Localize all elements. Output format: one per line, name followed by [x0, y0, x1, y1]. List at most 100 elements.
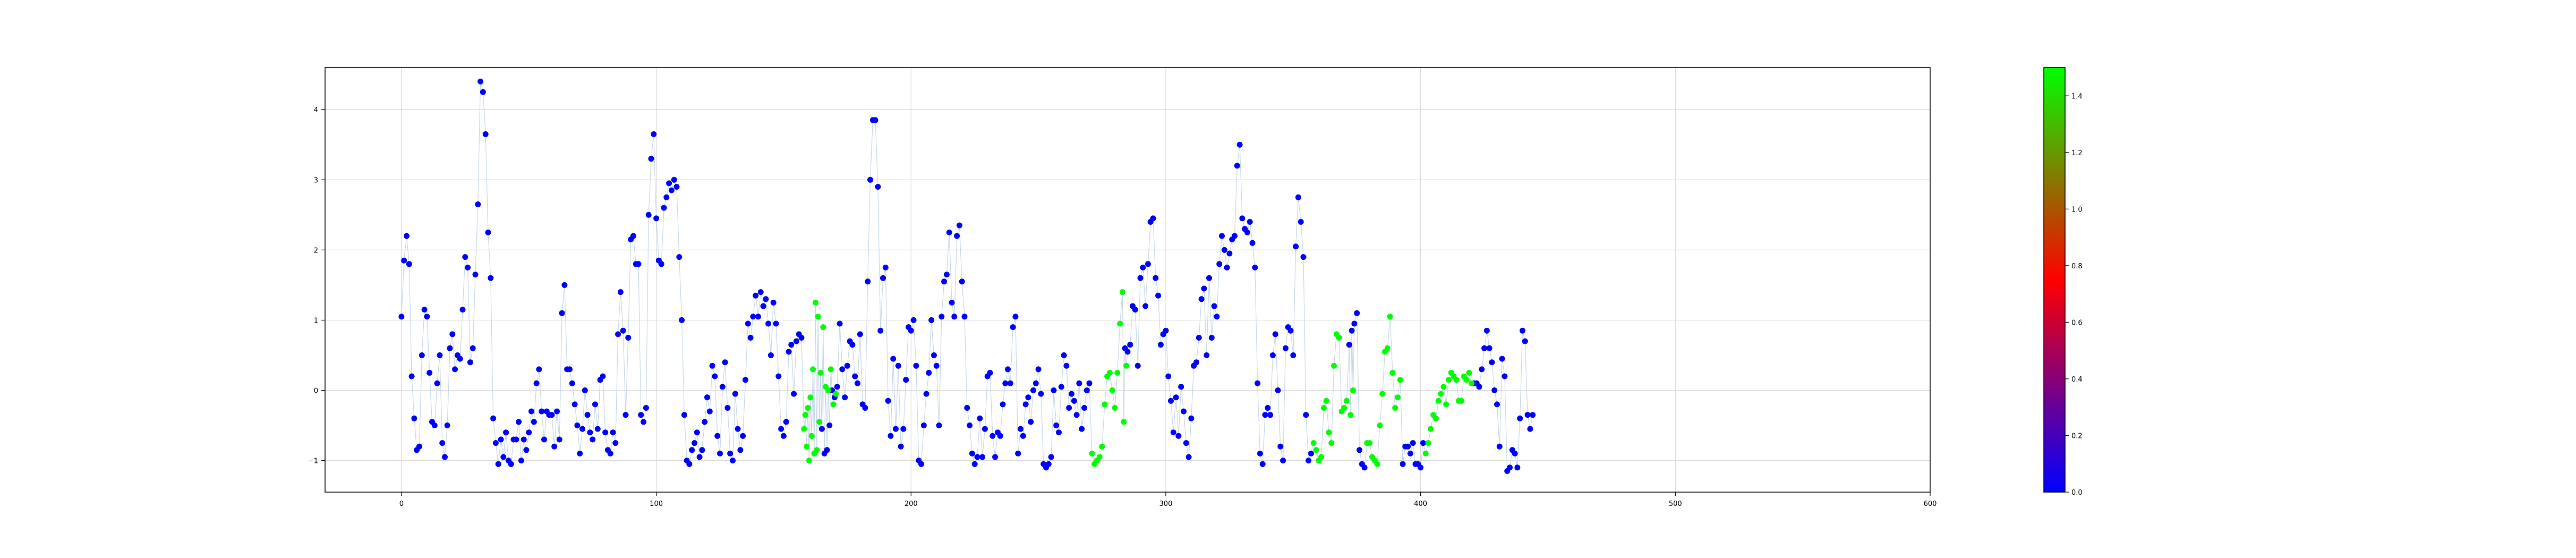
- data-point: [1259, 461, 1266, 467]
- data-point: [1397, 377, 1403, 383]
- data-point: [793, 338, 799, 344]
- data-point: [539, 408, 545, 415]
- data-point: [610, 429, 616, 436]
- data-point: [802, 412, 808, 418]
- data-point: [834, 384, 840, 390]
- data-point: [1476, 384, 1482, 390]
- data-point: [1410, 440, 1416, 446]
- data-point: [900, 426, 907, 432]
- data-point: [1239, 215, 1246, 222]
- data-point: [908, 327, 914, 334]
- data-point: [676, 254, 683, 260]
- data-point: [1216, 261, 1223, 267]
- data-point: [820, 324, 826, 331]
- data-point: [1106, 370, 1113, 376]
- data-point: [745, 320, 751, 327]
- data-point: [1163, 327, 1169, 334]
- colorbar: 0.0 0.2 0.4 0.6 0.8 1.0 1.2 1.4: [2043, 67, 2083, 497]
- data-point: [536, 366, 542, 373]
- data-point: [559, 310, 565, 316]
- data-point: [760, 303, 766, 309]
- data-point: [867, 176, 873, 183]
- data-point: [495, 461, 501, 467]
- data-point: [806, 458, 812, 464]
- data-point: [503, 429, 509, 436]
- data-point: [1206, 275, 1212, 281]
- data-point: [1257, 450, 1263, 456]
- data-point: [1255, 380, 1261, 386]
- data-point: [1453, 377, 1460, 383]
- colorbar-tick-label: 1.2: [2071, 149, 2083, 157]
- data-point: [556, 436, 562, 443]
- data-point: [826, 422, 833, 428]
- data-point: [1063, 362, 1070, 369]
- data-point: [1384, 345, 1391, 351]
- data-point: [1045, 461, 1052, 467]
- data-point: [740, 433, 746, 439]
- data-point: [617, 289, 624, 295]
- data-point: [910, 317, 917, 323]
- colorbar-tick-label: 0.6: [2071, 319, 2083, 327]
- data-point: [612, 440, 619, 446]
- data-point: [1069, 391, 1074, 397]
- data-point: [810, 366, 816, 373]
- data-point: [620, 327, 626, 334]
- data-point: [587, 429, 593, 436]
- data-point: [482, 131, 489, 137]
- data-point: [699, 447, 705, 453]
- data-point: [842, 394, 848, 401]
- data-point: [1038, 391, 1044, 397]
- data-point: [786, 349, 792, 355]
- data-point: [1204, 352, 1210, 358]
- data-point: [1142, 303, 1149, 309]
- data-point: [1392, 405, 1398, 411]
- data-point: [1208, 335, 1215, 341]
- data-point: [961, 314, 968, 320]
- data-point: [523, 447, 530, 453]
- data-point: [528, 408, 534, 415]
- data-point: [1400, 461, 1406, 467]
- data-point: [1170, 429, 1176, 436]
- data-point: [1025, 394, 1031, 401]
- data-point: [1056, 429, 1062, 436]
- data-point: [419, 352, 425, 358]
- data-point: [825, 387, 831, 393]
- data-point: [1522, 338, 1528, 344]
- data-point: [719, 384, 726, 390]
- data-point: [992, 454, 999, 460]
- data-point: [477, 78, 484, 84]
- data-point: [852, 373, 858, 379]
- data-point: [1379, 391, 1386, 397]
- data-point: [661, 205, 667, 211]
- data-point: [679, 317, 685, 323]
- data-point: [648, 156, 654, 162]
- data-point: [1018, 426, 1023, 432]
- data-point: [849, 342, 856, 348]
- data-point: [574, 422, 581, 428]
- data-point: [865, 278, 871, 285]
- data-point: [724, 405, 731, 411]
- data-point: [1438, 391, 1444, 397]
- data-point: [895, 362, 901, 369]
- data-point: [1524, 412, 1531, 418]
- data-point: [1102, 401, 1108, 408]
- data-point: [533, 380, 540, 386]
- y-tick-label: 2: [314, 247, 318, 255]
- data-point: [671, 176, 677, 183]
- series-line: [401, 81, 1533, 472]
- data-point: [1096, 454, 1103, 460]
- data-point: [1185, 454, 1192, 460]
- data-point: [1443, 401, 1449, 408]
- data-point: [763, 296, 769, 302]
- data-point: [1249, 240, 1256, 246]
- data-point: [643, 405, 649, 411]
- data-point: [602, 429, 609, 436]
- data-point: [807, 394, 814, 401]
- grid: [325, 67, 1930, 492]
- data-point: [1298, 219, 1304, 225]
- colorbar-tick-label: 0.0: [2071, 489, 2083, 497]
- data-point: [622, 412, 629, 418]
- data-point: [1272, 331, 1278, 337]
- data-point: [717, 450, 723, 456]
- data-point: [791, 391, 797, 397]
